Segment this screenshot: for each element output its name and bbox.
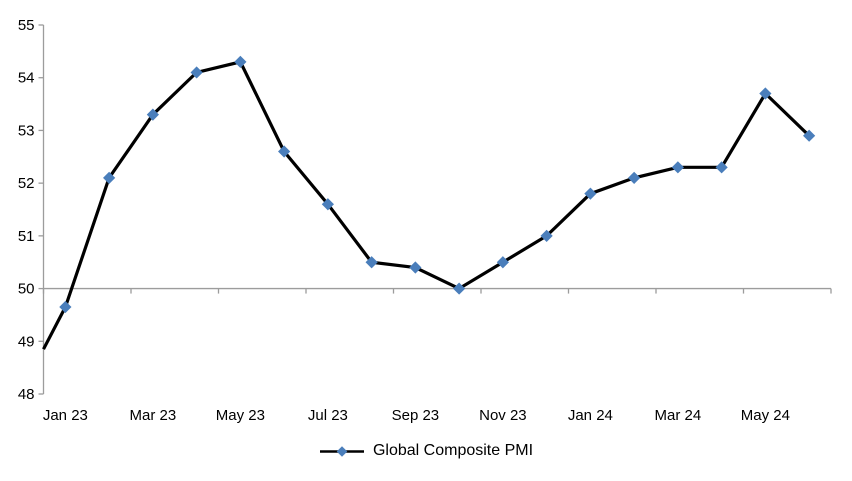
- x-axis-tick-label: Sep 23: [392, 407, 440, 424]
- data-point-marker: [234, 55, 247, 69]
- legend-diamond-marker-icon: [336, 445, 348, 457]
- data-point-marker: [278, 145, 291, 158]
- y-axis-tick-label: 54: [18, 70, 35, 87]
- data-point-marker: [759, 87, 772, 100]
- y-axis-tick-label: 49: [18, 333, 35, 350]
- data-point-marker: [190, 66, 203, 79]
- data-point-marker: [321, 198, 334, 211]
- x-axis-tick-label: Nov 23: [479, 407, 527, 424]
- y-axis-tick-label: 51: [18, 228, 35, 245]
- x-axis-tick-label: Jan 23: [43, 407, 88, 424]
- series-line: [42, 60, 811, 350]
- data-point-marker: [584, 187, 597, 200]
- data-point-marker: [715, 161, 728, 174]
- x-axis-tick-label: May 24: [741, 407, 790, 424]
- y-axis-tick-label: 55: [18, 17, 35, 34]
- data-point-marker: [496, 256, 509, 269]
- data-point-marker: [103, 171, 116, 184]
- x-axis-tick-label: Mar 24: [655, 407, 702, 424]
- y-axis-tick-label: 52: [18, 175, 35, 192]
- data-point-marker: [409, 261, 422, 274]
- data-point-marker: [365, 256, 378, 269]
- data-point-marker: [628, 171, 641, 184]
- data-point-marker: [146, 108, 159, 121]
- x-axis-tick-label: Jan 24: [568, 407, 613, 424]
- x-axis-tick-label: Jul 23: [308, 407, 348, 424]
- legend-line-marker-icon: [319, 445, 364, 457]
- data-point-marker: [803, 129, 816, 142]
- y-axis-tick-label: 50: [18, 281, 35, 298]
- data-point-marker: [453, 282, 466, 295]
- legend-label: Global Composite PMI: [372, 442, 534, 459]
- y-axis-tick-label: 48: [18, 386, 35, 403]
- y-axis-tick-label: 53: [18, 122, 35, 139]
- data-point-marker: [540, 229, 553, 242]
- data-point-marker: [59, 300, 72, 314]
- x-axis-tick-label: May 23: [216, 407, 265, 424]
- data-point-marker: [671, 161, 684, 174]
- chart-legend: Global Composite PMI: [0, 442, 852, 460]
- x-axis-tick-label: Mar 23: [130, 407, 177, 424]
